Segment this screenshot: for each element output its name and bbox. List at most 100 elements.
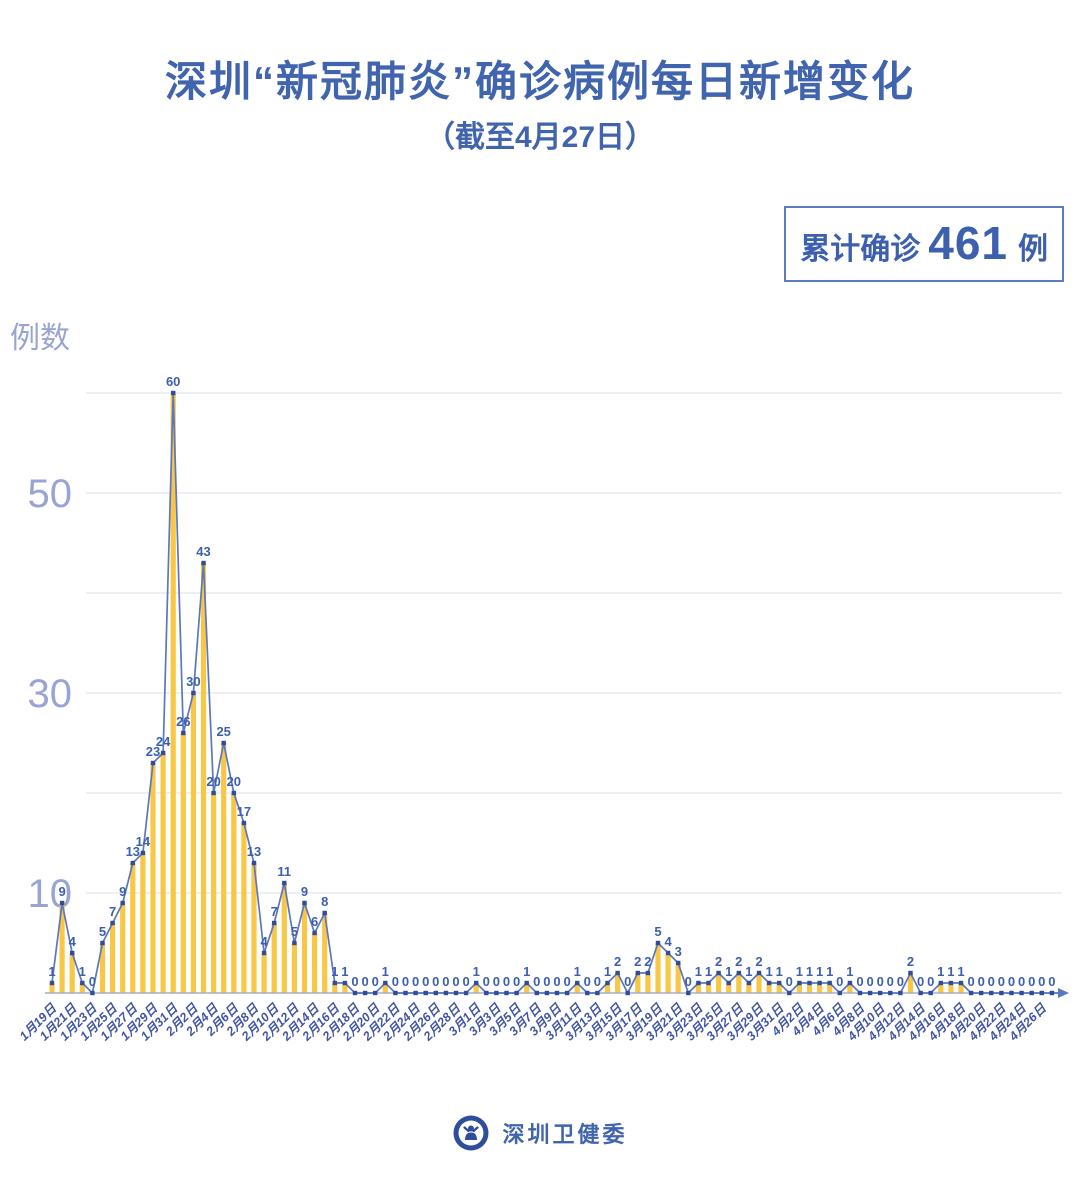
value-label: 1 — [765, 964, 772, 979]
bar — [726, 983, 732, 993]
value-label: 4 — [260, 934, 268, 949]
value-label: 2 — [715, 954, 722, 969]
value-label: 30 — [186, 674, 200, 689]
bar — [140, 853, 146, 993]
data-point — [645, 970, 651, 976]
data-point — [463, 990, 469, 996]
badge-suffix: 例 — [1018, 233, 1048, 266]
value-label: 1 — [48, 964, 55, 979]
value-label: 9 — [58, 884, 65, 899]
data-point — [756, 970, 762, 976]
bar — [231, 793, 237, 993]
value-label: 1 — [816, 964, 823, 979]
data-point — [635, 970, 640, 976]
data-point — [292, 940, 297, 946]
value-label: 43 — [196, 544, 210, 559]
value-label: 0 — [553, 974, 560, 989]
data-point — [362, 990, 368, 996]
data-point — [110, 920, 115, 926]
data-point — [989, 990, 994, 996]
data-point — [342, 980, 348, 986]
value-label: 6 — [311, 914, 318, 929]
data-point — [140, 850, 146, 856]
data-point — [888, 990, 893, 996]
bar — [170, 393, 176, 993]
page-subtitle: （截至4月27日） — [424, 121, 656, 154]
data-point — [524, 980, 529, 986]
bar — [130, 863, 136, 993]
cumulative-total-badge: 累计确诊 461 例 — [784, 206, 1064, 282]
bar — [756, 973, 762, 993]
value-label: 0 — [1008, 974, 1015, 989]
value-label: 0 — [412, 974, 419, 989]
bar — [160, 753, 166, 993]
data-point — [231, 790, 236, 796]
data-point — [948, 980, 954, 986]
bar — [907, 973, 914, 993]
value-label: 2 — [614, 954, 621, 969]
value-label: 1 — [695, 964, 702, 979]
value-label: 9 — [119, 884, 126, 899]
value-label: 0 — [361, 974, 368, 989]
data-point — [726, 980, 731, 986]
data-point — [443, 990, 449, 996]
bar — [806, 983, 813, 993]
data-point — [837, 990, 842, 996]
bar — [99, 943, 106, 993]
value-label: 11 — [277, 864, 291, 879]
value-label: 1 — [725, 964, 732, 979]
data-point — [1029, 990, 1034, 996]
data-point — [261, 950, 267, 956]
data-point — [211, 790, 216, 796]
bar — [635, 973, 641, 993]
bar — [473, 983, 479, 993]
value-label: 20 — [206, 774, 220, 789]
value-label: 1 — [947, 964, 954, 979]
data-point — [373, 990, 378, 996]
bar — [705, 983, 712, 993]
value-label: 0 — [887, 974, 894, 989]
bar — [847, 983, 853, 993]
bar — [120, 903, 126, 993]
value-label: 0 — [452, 974, 459, 989]
value-label: 0 — [1028, 974, 1035, 989]
value-label: 0 — [493, 974, 500, 989]
data-point — [999, 990, 1004, 996]
value-label: 2 — [634, 954, 641, 969]
bar — [312, 933, 318, 993]
data-point — [625, 990, 630, 996]
bar — [736, 973, 742, 993]
bar — [281, 883, 287, 993]
value-label: 7 — [109, 904, 116, 919]
value-label: 9 — [301, 884, 308, 899]
data-point — [312, 930, 317, 936]
bar — [574, 983, 580, 993]
bar — [827, 983, 833, 993]
data-point — [302, 900, 307, 906]
value-label: 14 — [136, 834, 151, 849]
data-point — [575, 980, 580, 986]
value-label: 2 — [907, 954, 914, 969]
bar — [79, 983, 85, 993]
bar — [271, 923, 277, 993]
axis-arrow-icon — [1058, 988, 1069, 998]
data-point — [534, 990, 539, 996]
bar — [110, 923, 116, 993]
bar — [382, 983, 388, 993]
value-label: 0 — [432, 974, 439, 989]
bar — [675, 963, 681, 993]
brand-logo-icon — [453, 1115, 489, 1151]
data-point — [665, 950, 671, 956]
value-label: 1 — [473, 964, 480, 979]
data-point — [383, 980, 388, 986]
bar — [49, 983, 55, 993]
data-point — [484, 990, 489, 996]
value-label: 1 — [826, 964, 833, 979]
data-point — [251, 860, 257, 866]
data-point — [817, 980, 822, 986]
data-point — [918, 990, 923, 996]
data-point — [221, 740, 226, 746]
bar — [776, 983, 782, 993]
